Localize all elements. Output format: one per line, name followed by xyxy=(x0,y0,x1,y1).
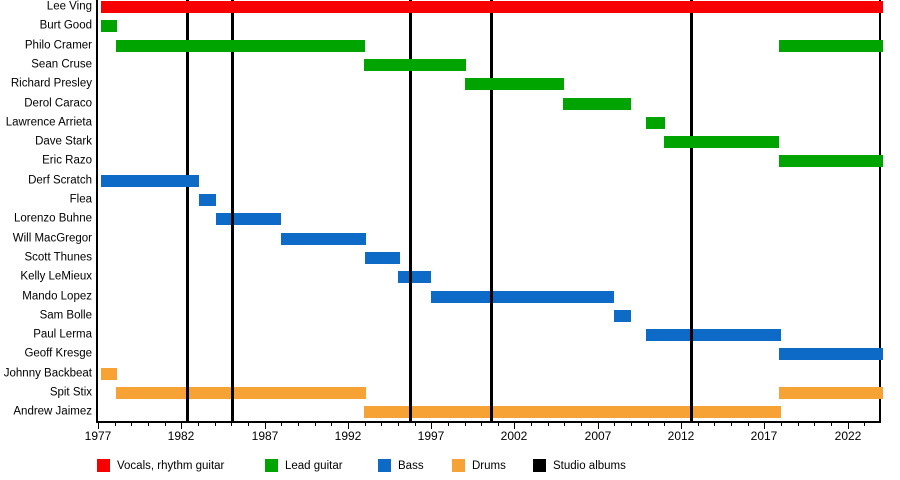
member-label-sam-bolle: Sam Bolle xyxy=(39,309,92,322)
timeline-bar-johnny-backbeat xyxy=(101,367,118,380)
member-labels-column: Lee Ving Burt Good Philo Cramer Sean Cruse R… xyxy=(0,0,92,422)
member-label-mando-lopez: Mando Lopez xyxy=(22,290,92,302)
timeline-bar-richard-presley xyxy=(464,78,565,91)
member-label-sean-cruse: Sean Cruse xyxy=(31,58,92,71)
legend-swatch-vocals xyxy=(97,459,110,472)
timeline-bar-mando-lopez xyxy=(431,290,615,303)
legend-swatch-albums xyxy=(533,459,546,472)
timeline-bar-geoff-kresge xyxy=(779,348,883,361)
legend-label-bass: Bass xyxy=(398,460,424,472)
member-label-derf-scratch: Derf Scratch xyxy=(28,174,92,187)
plot-area xyxy=(98,0,883,422)
legend-label-vocals: Vocals, rhythm guitar xyxy=(117,460,225,472)
member-label-richard-presley: Richard Presley xyxy=(10,77,92,90)
member-label-lee-ving: Lee Ving xyxy=(46,0,92,13)
timeline-bar-spit-stix xyxy=(779,387,883,399)
timeline-bar-sam-bolle xyxy=(614,309,632,322)
legend-label-drums: Drums xyxy=(472,460,506,472)
member-label-andrew-jaimez: Andrew Jaimez xyxy=(13,405,92,418)
member-label-flea: Flea xyxy=(69,193,92,206)
timeline-bar-sean-cruse xyxy=(363,58,467,71)
member-label-spit-stix: Spit Stix xyxy=(49,386,92,399)
timeline-bar-lawrence-arrieta xyxy=(646,116,666,129)
timeline-bar-paul-lerma xyxy=(646,329,782,342)
member-label-lorenzo-buhne: Lorenzo Buhne xyxy=(13,212,92,225)
legend-label-albums: Studio albums xyxy=(553,460,626,472)
member-label-lawrence-arrieta: Lawrence Arrieta xyxy=(5,116,92,129)
studio-album-line-4 xyxy=(489,0,493,422)
legend-swatch-bass xyxy=(378,459,391,472)
member-label-philo-cramer: Philo Cramer xyxy=(24,39,92,52)
legend-swatch-lead xyxy=(265,459,278,472)
member-label-derol-caraco: Derol Caraco xyxy=(24,97,92,109)
timeline-bar-lorenzo-buhne xyxy=(216,213,282,226)
timeline-bar-eric-razo xyxy=(779,155,883,168)
timeline-bar-derol-caraco xyxy=(562,97,632,110)
studio-album-line-1 xyxy=(186,0,190,422)
studio-album-line-3 xyxy=(408,0,412,422)
timeline-bar-philo-cramer xyxy=(779,39,883,52)
plot-left-border xyxy=(96,0,98,422)
legend-label-lead: Lead guitar xyxy=(285,460,343,472)
x-axis-line xyxy=(96,421,881,423)
member-label-burt-good: Burt Good xyxy=(39,19,92,32)
member-label-kelly-lemieux: Kelly LeMieux xyxy=(20,270,92,283)
timeline-bar-dave-stark xyxy=(664,136,780,149)
member-label-will-macgregor: Will MacGregor xyxy=(12,232,92,245)
timeline-bar-scott-thunes xyxy=(364,251,400,264)
plot-right-border xyxy=(879,0,881,422)
member-label-eric-razo: Eric Razo xyxy=(42,154,92,167)
timeline-bar-philo-cramer xyxy=(116,39,366,52)
timeline-bar-burt-good xyxy=(101,20,118,33)
timeline-bar-will-macgregor xyxy=(281,232,367,245)
member-label-dave-stark: Dave Stark xyxy=(35,135,92,148)
timeline-bar-lee-ving xyxy=(101,1,883,13)
member-label-paul-lerma: Paul Lerma xyxy=(33,328,92,341)
legend-swatch-drums xyxy=(452,459,465,472)
member-label-scott-thunes: Scott Thunes xyxy=(24,251,92,264)
timeline-bar-spit-stix xyxy=(116,387,367,399)
member-label-johnny-backbeat: Johnny Backbeat xyxy=(3,367,92,380)
member-label-geoff-kresge: Geoff Kresge xyxy=(24,347,92,360)
studio-album-line-2 xyxy=(231,0,235,422)
timeline-bar-kelly-lemieux xyxy=(397,271,432,284)
timeline-bar-andrew-jaimez xyxy=(363,406,782,419)
timeline-bar-flea xyxy=(198,194,217,206)
timeline-bar-derf-scratch xyxy=(101,174,199,187)
studio-album-line-5 xyxy=(689,0,693,422)
